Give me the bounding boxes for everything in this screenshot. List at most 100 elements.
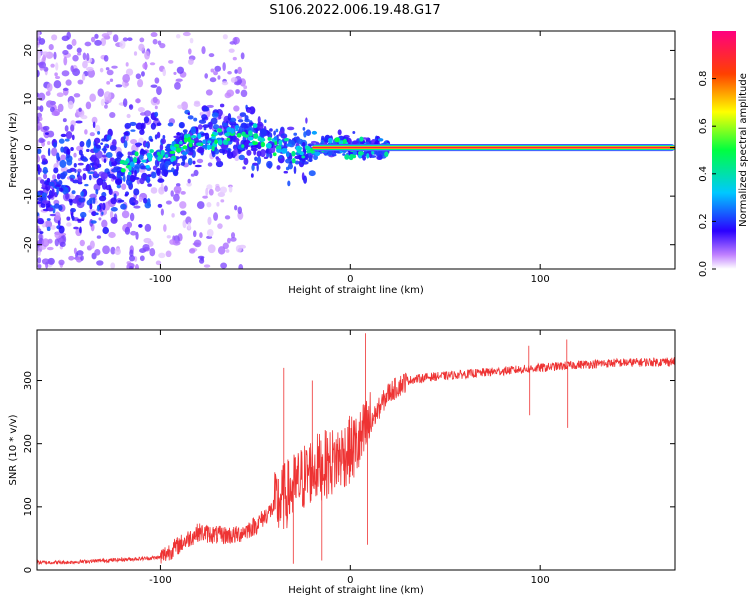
heatmap-cell [331,153,337,157]
heatmap-cell [94,39,102,46]
heatmap-cell [286,143,292,147]
heatmap-cell [77,52,82,56]
heatmap-cell [57,220,61,226]
heatmap-cell [206,104,214,108]
heatmap-cell [37,197,44,202]
heatmap-cell [85,101,92,110]
heatmap-cell [165,250,172,258]
heatmap-cell [123,134,126,141]
heatmap-cell [37,257,42,264]
heatmap-cell [54,203,60,209]
heatmap-cell [114,158,119,161]
heatmap-cell [60,232,67,237]
heatmap-cell [203,106,210,112]
heatmap-cell [240,52,245,60]
heatmap-cell [188,48,192,55]
heatmap-cell [160,183,164,192]
heatmap-cell [100,37,107,47]
heatmap-cell [129,212,135,222]
heatmap-cell [233,105,240,112]
y-tick-label: 10 [23,93,34,106]
heatmap-cell [163,224,167,232]
heatmap-cell [196,142,202,147]
snr-y-label: SNR (10 * v/v) [8,414,19,485]
heatmap-cell [239,112,247,117]
heatmap-cell [123,160,129,166]
heatmap-cell [293,166,297,174]
heatmap-cell [129,266,134,269]
heatmap-cell [131,202,136,206]
heatmap-cell [276,148,282,153]
y-tick-label: -10 [23,188,34,204]
heatmap-cell [87,171,95,174]
heatmap-cell [327,137,333,144]
heatmap-cell [384,151,389,157]
heatmap-cell [127,171,132,176]
heatmap-cell [167,122,174,127]
heatmap-cell [139,129,145,135]
heatmap-cell [157,203,163,208]
heatmap-cell [37,31,40,38]
heatmap-cell [225,249,230,253]
heatmap-cell [182,145,188,150]
heatmap-cell [171,213,175,218]
heatmap-cell [77,162,84,166]
heatmap-cell [256,121,264,130]
heatmap-cell [141,159,147,163]
colorbar-tick-label: 0.0 [698,261,709,277]
heatmap-cell [349,154,354,159]
heatmap-cell [212,124,220,130]
heatmap-cell [103,55,109,62]
heatmap-cell [86,163,90,172]
heatmap-cell [43,66,49,72]
heatmap-cell [71,190,76,195]
heatmap-cell [177,104,183,109]
heatmap-cell [57,103,64,113]
heatmap-cell [208,121,213,130]
heatmap-cell [133,205,141,209]
heatmap-cell [110,197,117,205]
y-tick-label: 0 [23,567,34,573]
heatmap-cell [230,128,235,134]
heatmap-cell [188,248,196,254]
heatmap-cell [82,157,89,162]
heatmap-cell [357,150,364,156]
heatmap-cell [112,139,117,146]
heatmap-cell [139,177,145,185]
heatmap-cell [287,126,295,131]
heatmap-cell [344,154,350,160]
colorbar-label: Normalized spectral amplitude [738,73,749,227]
heatmap-cell [37,50,42,60]
heatmap-cell [100,172,109,179]
heatmap-cell [58,259,65,266]
heatmap-cell [150,32,158,38]
heatmap-cell [105,152,113,158]
heatmap-cell [72,68,81,77]
heatmap-cell [246,109,252,113]
heatmap-cell [143,197,148,204]
heatmap-cell [94,212,99,216]
spectrogram-y-ticks: -20 -10 0 10 20 [23,44,675,253]
heatmap-cell [46,194,54,199]
heatmap-cell [160,149,165,156]
heatmap-cell [80,255,84,261]
heatmap-cell [144,202,152,209]
heatmap-cell [58,187,64,192]
heatmap-cell [221,81,229,86]
heatmap-cell [371,150,375,155]
heatmap-cell [296,149,302,154]
heatmap-cell [146,152,153,157]
heatmap-cell [95,188,99,195]
heatmap-cell [298,154,303,161]
heatmap-cell [196,158,204,164]
heatmap-cell [194,164,202,168]
heatmap-cell [97,131,101,135]
heatmap-cell [59,241,66,247]
heatmap-cell [206,184,213,190]
heatmap-cell [260,141,266,148]
x-tick-label: 0 [347,575,353,586]
heatmap-cell [108,231,116,239]
heatmap-cell [166,235,171,239]
heatmap-cell [132,176,140,180]
heatmap-cell [282,135,286,139]
